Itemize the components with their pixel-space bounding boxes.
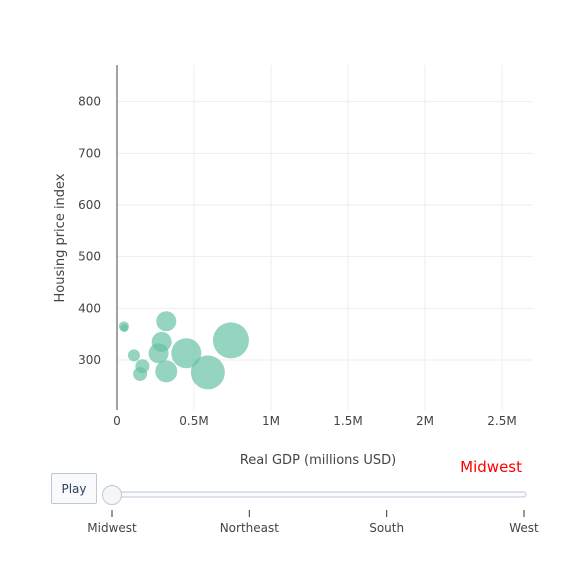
y-tick-label: 700 [78, 146, 101, 160]
bubble[interactable] [151, 331, 172, 352]
bubble[interactable] [155, 360, 178, 383]
slider-handle[interactable] [102, 485, 122, 505]
x-tick-label: 0 [113, 414, 121, 428]
bubble[interactable] [171, 338, 202, 369]
bubble[interactable] [127, 349, 140, 362]
x-tick-label: 1.5M [333, 414, 362, 428]
current-frame-label: Midwest [460, 458, 522, 476]
x-tick-label: 2M [416, 414, 434, 428]
play-button[interactable]: Play [51, 473, 97, 504]
slider-ticks: Midwest Northeast South West [87, 510, 539, 535]
bubble[interactable] [120, 323, 129, 332]
x-tick-label: 1M [262, 414, 280, 428]
x-axis-title: Real GDP (millions USD) [240, 453, 396, 468]
bubble[interactable] [190, 355, 225, 390]
y-tick-label: 600 [78, 198, 101, 212]
slider-step-label[interactable]: West [509, 521, 539, 535]
y-tick-label: 500 [78, 250, 101, 264]
bubble-series [118, 311, 249, 390]
y-tick-label: 300 [78, 353, 101, 367]
slider-step-label[interactable]: Midwest [87, 521, 137, 535]
bubble[interactable] [156, 311, 177, 332]
bubble[interactable] [135, 359, 150, 374]
slider-step-label[interactable]: Northeast [220, 521, 280, 535]
slider-track[interactable] [111, 491, 527, 498]
slider-step-label[interactable]: South [369, 521, 404, 535]
y-axis-title: Housing price index [53, 173, 68, 302]
x-tick-label: 2.5M [487, 414, 516, 428]
y-tick-label: 800 [78, 95, 101, 109]
y-tick-label: 400 [78, 301, 101, 315]
y-tick-labels: 300 400 500 600 700 800 [78, 95, 101, 367]
bubble[interactable] [212, 322, 249, 359]
x-tick-label: 0.5M [179, 414, 208, 428]
x-tick-labels: 0 0.5M 1M 1.5M 2M 2.5M [113, 414, 517, 428]
